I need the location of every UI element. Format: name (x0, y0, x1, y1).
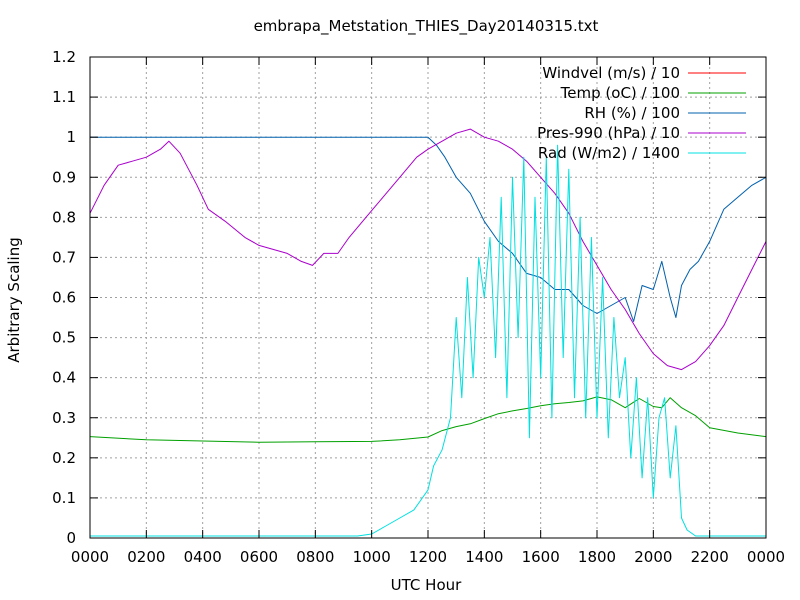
y-tick-label: 1.1 (52, 88, 76, 106)
legend-label: RH (%) / 100 (584, 104, 680, 122)
legend-label: Windvel (m/s) / 10 (542, 64, 680, 82)
y-tick-label: 0.9 (52, 168, 76, 186)
y-tick-label: 0.4 (52, 369, 76, 387)
y-tick-label: 0.1 (52, 489, 76, 507)
legend-label: Temp (oC) / 100 (560, 84, 680, 102)
x-tick-label: 1600 (522, 548, 560, 566)
x-tick-label: 0200 (127, 548, 165, 566)
legend: Windvel (m/s) / 10 Temp (oC) / 100 RH (%) … (537, 64, 746, 162)
x-tick-label: 1200 (409, 548, 447, 566)
y-tick-label: 0.2 (52, 449, 76, 467)
x-tick-label: 2200 (691, 548, 729, 566)
y-axis: 0 0.1 0.2 0.3 0.4 0.5 0.6 0.7 0.8 0.9 1 1.1 1.2 (52, 48, 766, 547)
y-tick-label: 0.8 (52, 208, 76, 226)
x-tick-label: 1000 (353, 548, 391, 566)
x-tick-label: 1400 (465, 548, 503, 566)
x-tick-label: 0000 (71, 548, 109, 566)
x-tick-label: 0600 (240, 548, 278, 566)
legend-label: Rad (W/m2) / 1400 (538, 144, 680, 162)
x-tick-label: 1800 (578, 548, 616, 566)
x-tick-label: 0000 (747, 548, 785, 566)
y-tick-label: 0 (66, 529, 76, 547)
data-layer (89, 128, 767, 537)
x-tick-label: 2000 (634, 548, 672, 566)
x-tick-label: 0800 (296, 548, 334, 566)
y-tick-label: 0.5 (52, 329, 76, 347)
series-line-rh-100 (90, 136, 767, 322)
x-axis-title: UTC Hour (391, 576, 462, 594)
series-line-temp-oc-100 (89, 396, 767, 443)
chart-title: embrapa_Metstation_THIES_Day20140315.txt (254, 17, 599, 36)
y-tick-label: 0.7 (52, 248, 76, 266)
legend-label: Pres-990 (hPa) / 10 (537, 124, 680, 142)
y-tick-label: 0.6 (52, 289, 76, 307)
y-tick-label: 1.2 (52, 48, 76, 66)
y-tick-label: 1 (66, 128, 76, 146)
y-axis-title: Arbitrary Scaling (5, 237, 23, 363)
y-tick-label: 0.3 (52, 409, 76, 427)
series-line-rad-w-m2-1400 (90, 144, 766, 537)
x-axis: 0000 0200 0400 0600 0800 1000 1200 1400 1600 1800… (71, 57, 785, 566)
series-line-pres-990-hpa-10 (89, 128, 767, 371)
x-tick-label: 0400 (184, 548, 222, 566)
